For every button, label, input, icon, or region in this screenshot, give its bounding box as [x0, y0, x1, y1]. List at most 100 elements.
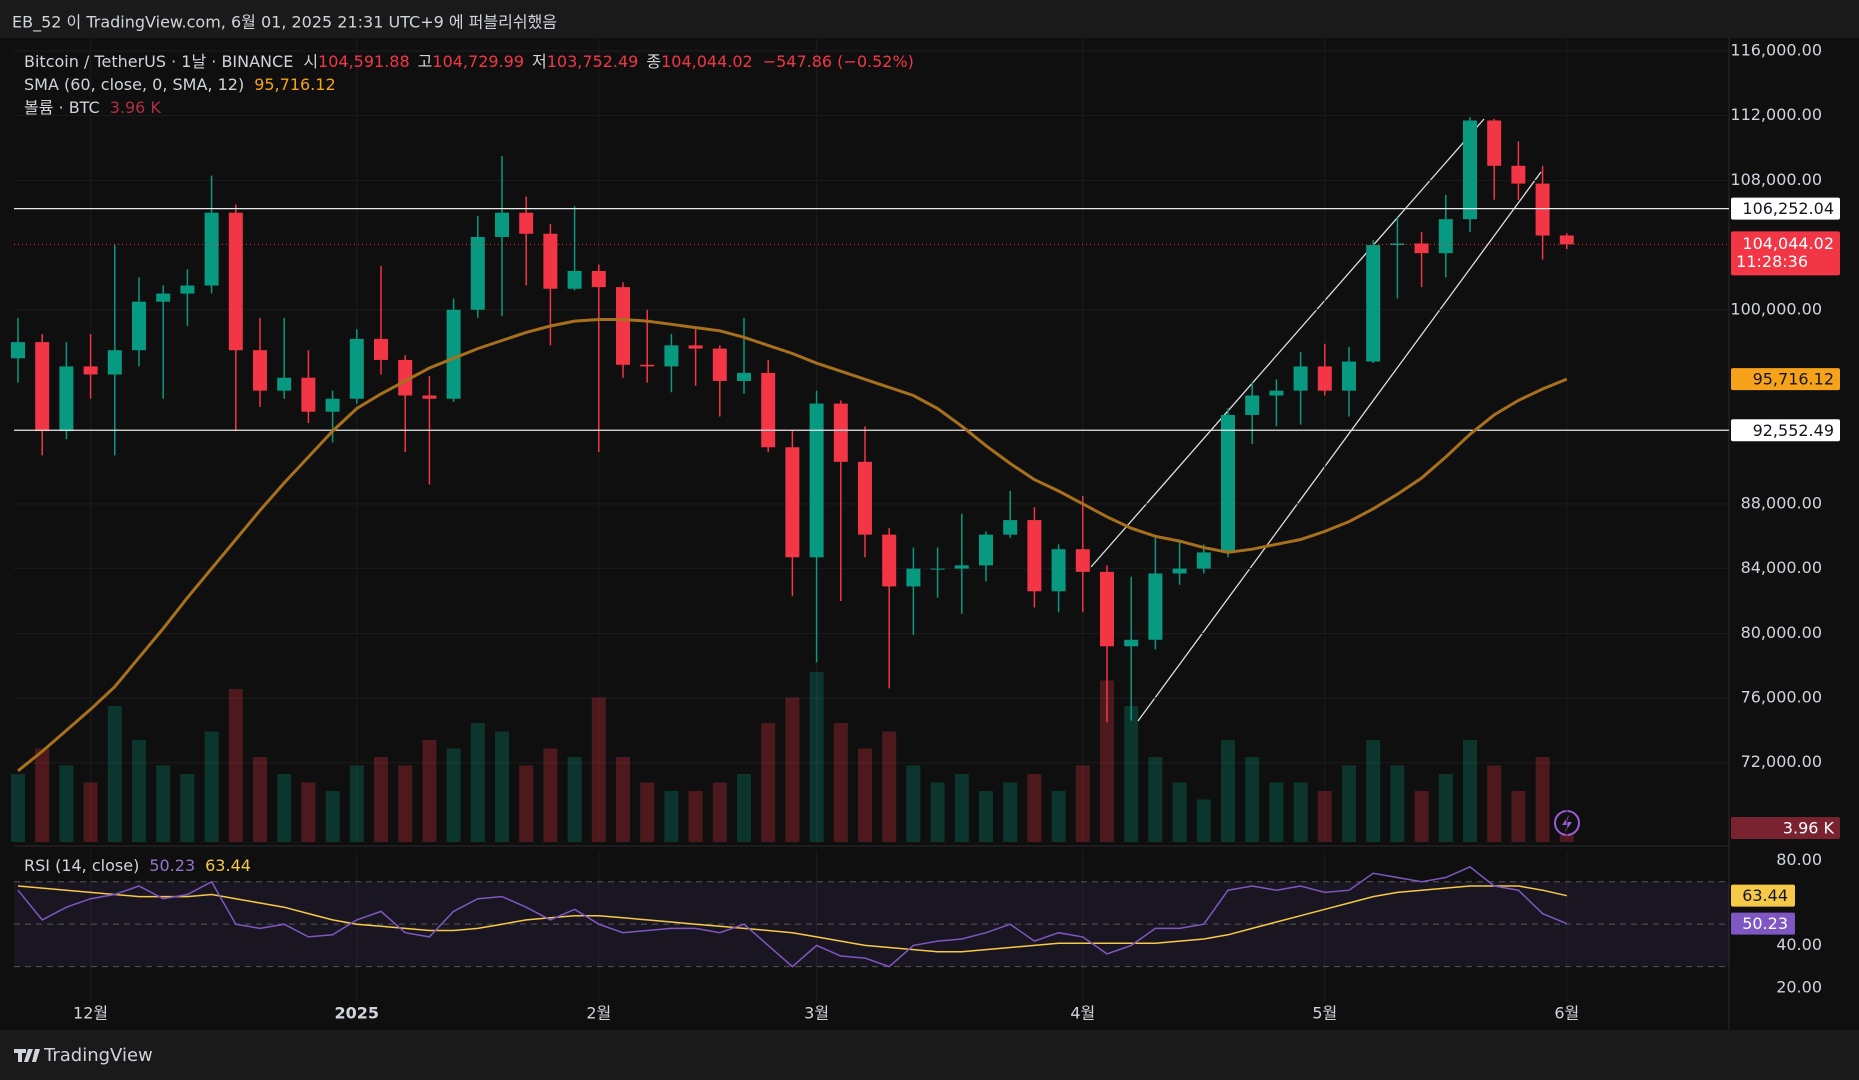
y-tick-label: 72,000.00 [1741, 752, 1822, 771]
candle-body [712, 348, 727, 381]
volume-bar [11, 774, 25, 842]
y-tick-label: 108,000.00 [1730, 170, 1822, 189]
volume-bar [156, 765, 171, 842]
hline-label: 106,252.04 [1742, 199, 1834, 218]
rsi-tick-label: 40.00 [1776, 935, 1822, 954]
volume-bar [785, 697, 800, 842]
candle-body [398, 359, 413, 396]
volume-bar [301, 782, 316, 842]
candle-body [204, 212, 219, 286]
candle-body [83, 366, 98, 375]
volume-bar [979, 791, 993, 842]
candle-body [1487, 120, 1502, 166]
volume-bar [132, 740, 146, 842]
x-tick-label: 5월 [1312, 1004, 1337, 1023]
volume-bar [253, 757, 267, 842]
candle-body [664, 345, 679, 367]
volume-bar [591, 697, 606, 842]
sma-line [17, 318, 1568, 772]
candle-body [591, 270, 606, 288]
lines [14, 207, 1729, 968]
candle-body [253, 350, 267, 391]
x-tick-label: 4월 [1070, 1004, 1095, 1023]
axis-badge [1731, 884, 1795, 907]
volume-bar [35, 748, 50, 842]
x-tick-label: 6월 [1554, 1004, 1579, 1023]
candle-body [1245, 395, 1260, 415]
y-tick-label: 116,000.00 [1730, 40, 1822, 59]
candle-body [1293, 366, 1308, 391]
volume-bar [567, 757, 582, 842]
candle-body [1124, 639, 1139, 647]
candle-body [1172, 568, 1187, 574]
legend-value: 104,044.02 [661, 52, 753, 71]
volume-bar [1293, 782, 1308, 842]
volume-bar [277, 774, 292, 842]
legend-value: 63.44 [205, 856, 251, 875]
candle-body [180, 285, 195, 294]
axis-badge-label: 50.23 [1742, 914, 1788, 933]
rsi-tick-label: 80.00 [1776, 850, 1822, 869]
volume-bar [495, 731, 509, 842]
volume-bar [1535, 757, 1550, 842]
candle-body [1342, 361, 1356, 391]
candle-body [809, 403, 824, 558]
volume-bar [422, 740, 437, 842]
candle-body [1317, 366, 1332, 391]
candle-body [1003, 520, 1018, 535]
candle-body [833, 403, 848, 462]
legend-prefix: 고 [418, 52, 433, 71]
legend-prefix: 저 [532, 52, 547, 71]
candle-body [325, 398, 340, 412]
volume-bar [616, 757, 630, 842]
legend-rsi: RSI (14, close) 50.23 63.44 [24, 856, 251, 875]
axis-badge-label: 3.96 K [1783, 819, 1835, 838]
legend-prefix: 시 [303, 52, 318, 71]
candle-body [1414, 243, 1429, 254]
countdown-label: 11:28:36 [1736, 252, 1808, 271]
candle-body [35, 342, 50, 432]
rsi-line [17, 866, 1568, 968]
volume-bar [712, 782, 727, 842]
candle-body [470, 236, 485, 310]
axis-badge-label: 95,716.12 [1753, 370, 1834, 389]
volume-bar [809, 672, 824, 842]
candle-body [1148, 573, 1163, 640]
volume-bar [858, 748, 872, 842]
candle-body [349, 338, 364, 399]
legend-name: SMA (60, close, 0, SMA, 12) [24, 75, 244, 94]
volume-bar [1027, 774, 1042, 842]
volume-bar [228, 689, 243, 842]
candle-body [688, 345, 703, 349]
candle-body [1511, 165, 1526, 184]
candle-body [301, 377, 316, 412]
volume-bar [398, 765, 413, 842]
volume-bar [1148, 757, 1163, 842]
candle-body [422, 395, 437, 399]
volume-bar [688, 791, 703, 842]
volume-bar [325, 791, 340, 842]
candle-body [882, 534, 897, 587]
y-tick-label: 76,000.00 [1741, 688, 1822, 707]
volume-bar [954, 774, 969, 842]
volume-bar [833, 723, 848, 842]
candle-body [737, 372, 751, 381]
volume-bar [1196, 799, 1211, 842]
candles [11, 117, 1574, 723]
volume-bar [882, 731, 897, 842]
candle-body [979, 534, 993, 566]
legend-volume: 볼륨 · BTC 3.96 K [24, 98, 161, 117]
volume-bar [1245, 757, 1260, 842]
candle-body [156, 293, 171, 302]
legend-value: 104,591.88 [318, 52, 410, 71]
volume-bar [1487, 765, 1502, 842]
volume-bar [664, 791, 679, 842]
candle-body [858, 461, 872, 535]
volume-bar [1317, 791, 1332, 842]
candle-body [930, 568, 945, 570]
volume-bar [1172, 782, 1187, 842]
logo [14, 1049, 40, 1062]
price-badge [1731, 231, 1840, 276]
candle-body [954, 565, 969, 569]
